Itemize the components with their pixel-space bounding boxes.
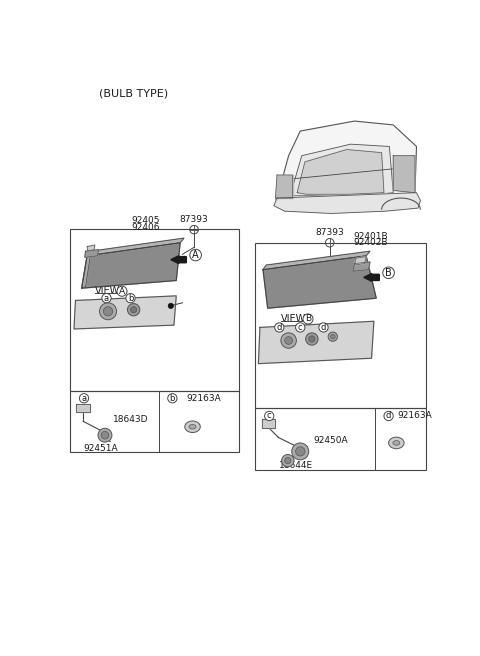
Bar: [255, 243, 426, 408]
Circle shape: [190, 249, 202, 261]
Circle shape: [168, 394, 177, 403]
Circle shape: [275, 323, 284, 332]
Text: 92406: 92406: [131, 223, 159, 232]
Circle shape: [330, 335, 335, 339]
Text: 92450A: 92450A: [313, 436, 348, 445]
Circle shape: [98, 428, 112, 442]
Text: B: B: [305, 314, 311, 323]
Text: 87393: 87393: [180, 215, 208, 224]
FancyArrow shape: [364, 274, 379, 281]
Circle shape: [102, 293, 111, 303]
Circle shape: [264, 411, 274, 420]
Polygon shape: [74, 296, 176, 329]
Polygon shape: [297, 150, 384, 194]
Polygon shape: [258, 321, 374, 363]
Text: A: A: [192, 250, 199, 260]
Circle shape: [292, 443, 309, 460]
Polygon shape: [263, 256, 376, 308]
Circle shape: [127, 304, 140, 316]
Text: d: d: [386, 411, 391, 420]
Circle shape: [168, 303, 174, 308]
Polygon shape: [262, 419, 276, 428]
Text: c: c: [298, 323, 302, 332]
Circle shape: [101, 432, 109, 439]
Ellipse shape: [389, 437, 404, 449]
Circle shape: [285, 337, 292, 344]
Text: (BULB TYPE): (BULB TYPE): [99, 89, 168, 99]
Circle shape: [328, 332, 337, 341]
Polygon shape: [82, 243, 180, 288]
Circle shape: [384, 411, 393, 420]
Circle shape: [309, 336, 315, 342]
Polygon shape: [353, 262, 370, 271]
Circle shape: [285, 458, 291, 464]
Polygon shape: [85, 250, 99, 257]
Text: B: B: [385, 268, 392, 277]
Circle shape: [306, 333, 318, 345]
Circle shape: [103, 306, 113, 316]
Polygon shape: [87, 245, 95, 251]
Text: 92451A: 92451A: [84, 444, 119, 453]
Text: 18643D: 18643D: [113, 415, 148, 424]
Circle shape: [281, 333, 296, 348]
Text: 92402B: 92402B: [353, 238, 387, 247]
Text: 87393: 87393: [315, 228, 344, 237]
Ellipse shape: [189, 424, 196, 429]
Text: a: a: [82, 394, 86, 403]
Text: c: c: [267, 411, 272, 420]
Circle shape: [296, 323, 305, 332]
Circle shape: [117, 286, 127, 297]
Bar: [70, 229, 239, 390]
Circle shape: [383, 267, 395, 279]
FancyArrow shape: [171, 256, 186, 264]
Polygon shape: [355, 256, 366, 265]
Circle shape: [282, 455, 294, 467]
Ellipse shape: [185, 421, 200, 432]
Text: 92405: 92405: [131, 216, 159, 225]
Polygon shape: [393, 155, 415, 193]
Ellipse shape: [393, 441, 400, 445]
Polygon shape: [291, 144, 393, 195]
Text: 92163A: 92163A: [186, 394, 221, 403]
Polygon shape: [76, 403, 90, 412]
Text: 92163A: 92163A: [397, 411, 432, 420]
Circle shape: [303, 314, 313, 324]
Bar: [70, 390, 239, 452]
Polygon shape: [263, 251, 370, 270]
Polygon shape: [276, 121, 417, 200]
Polygon shape: [274, 193, 420, 213]
Text: d: d: [321, 323, 326, 332]
Circle shape: [131, 306, 137, 313]
Circle shape: [296, 447, 305, 456]
Text: 18644E: 18644E: [278, 461, 312, 470]
Circle shape: [126, 293, 135, 303]
Polygon shape: [82, 251, 91, 288]
Text: VIEW: VIEW: [95, 286, 120, 297]
Text: b: b: [170, 394, 175, 403]
Text: d: d: [276, 323, 282, 332]
Text: 92401B: 92401B: [353, 232, 387, 241]
Text: VIEW: VIEW: [281, 314, 306, 324]
Bar: [255, 408, 426, 470]
Polygon shape: [276, 175, 292, 198]
Circle shape: [319, 323, 328, 332]
Text: a: a: [104, 294, 109, 302]
Polygon shape: [87, 238, 184, 256]
Text: A: A: [119, 287, 125, 296]
Circle shape: [79, 394, 89, 403]
Circle shape: [99, 303, 117, 319]
Text: b: b: [128, 294, 133, 302]
